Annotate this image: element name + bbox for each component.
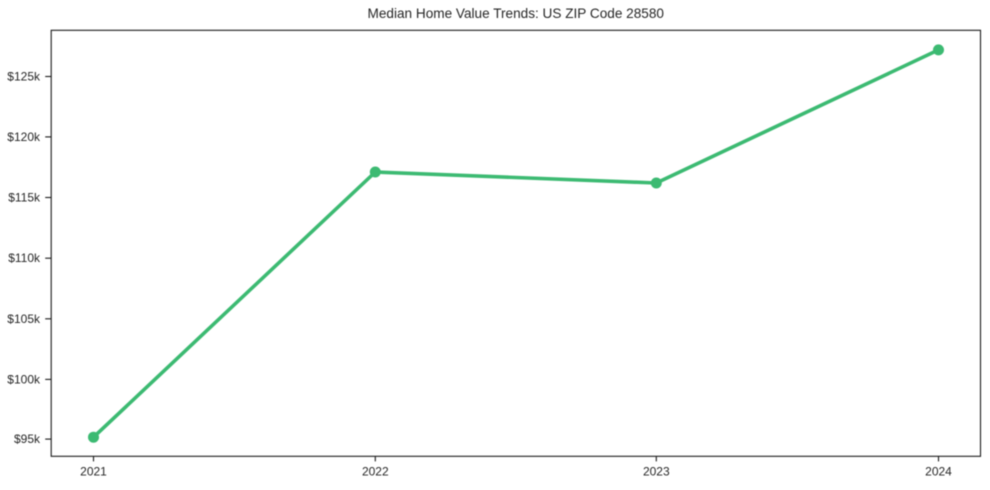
- svg-text:Median Home Value Trends: US Z: Median Home Value Trends: US ZIP Code 28…: [368, 6, 665, 21]
- svg-text:2021: 2021: [80, 465, 107, 479]
- svg-text:$110k: $110k: [8, 251, 41, 265]
- svg-text:2023: 2023: [643, 465, 670, 479]
- svg-text:$95k: $95k: [14, 432, 41, 446]
- svg-text:2022: 2022: [362, 465, 389, 479]
- svg-text:$115k: $115k: [8, 191, 41, 205]
- svg-text:2024: 2024: [925, 465, 952, 479]
- svg-text:$125k: $125k: [7, 70, 41, 84]
- svg-text:$120k: $120k: [7, 130, 41, 144]
- svg-text:$105k: $105k: [7, 312, 41, 326]
- svg-text:$100k: $100k: [7, 372, 41, 386]
